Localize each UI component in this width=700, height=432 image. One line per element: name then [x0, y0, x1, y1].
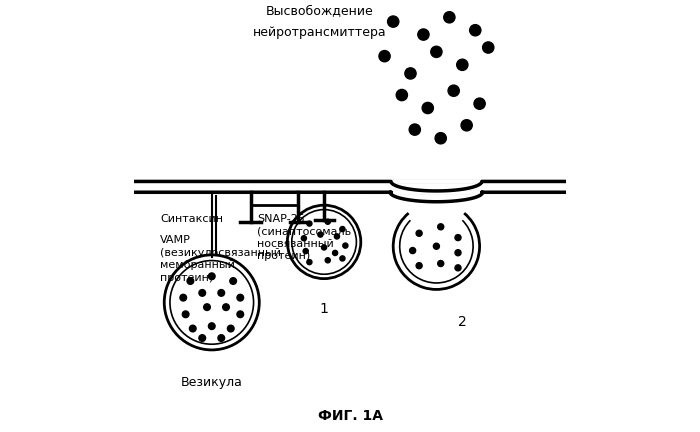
Circle shape [448, 85, 459, 96]
Text: нейротрансмиттера: нейротрансмиттера [253, 26, 386, 39]
Circle shape [340, 256, 345, 261]
Circle shape [410, 248, 416, 254]
Text: SNAP-25
(синаптосомаль
носвязанный
протеин): SNAP-25 (синаптосомаль носвязанный проте… [257, 214, 351, 261]
Circle shape [321, 245, 327, 250]
Circle shape [405, 68, 416, 79]
Circle shape [218, 289, 225, 296]
Text: VAMP
(везикулосвязанный
мембранный
протеин): VAMP (везикулосвязанный мембранный проте… [160, 235, 281, 283]
Circle shape [379, 51, 390, 62]
Circle shape [218, 335, 225, 341]
Circle shape [343, 243, 348, 248]
Circle shape [301, 236, 307, 241]
Circle shape [410, 124, 421, 135]
Circle shape [318, 232, 323, 237]
Circle shape [303, 248, 308, 254]
Circle shape [438, 224, 444, 230]
Circle shape [335, 234, 339, 239]
Circle shape [209, 323, 215, 330]
Circle shape [204, 304, 210, 311]
Circle shape [237, 311, 244, 318]
Circle shape [474, 98, 485, 109]
Bar [283, 141, 365, 193]
Circle shape [228, 325, 234, 332]
Circle shape [199, 335, 206, 341]
Circle shape [307, 260, 312, 265]
Circle shape [435, 133, 447, 144]
Circle shape [307, 221, 312, 226]
Circle shape [416, 263, 422, 269]
Circle shape [199, 289, 206, 296]
Text: Высвобождение: Высвобождение [266, 4, 374, 17]
Circle shape [187, 278, 194, 284]
Circle shape [416, 230, 422, 236]
Circle shape [164, 255, 259, 350]
Text: Везикула: Везикула [181, 376, 243, 389]
Circle shape [455, 235, 461, 241]
Circle shape [182, 311, 189, 318]
Circle shape [209, 273, 215, 280]
Circle shape [444, 12, 455, 23]
Circle shape [326, 258, 330, 263]
Circle shape [455, 250, 461, 256]
Circle shape [422, 102, 433, 114]
Circle shape [180, 294, 187, 301]
Text: ФИГ. 1А: ФИГ. 1А [318, 410, 382, 423]
Circle shape [237, 294, 244, 301]
Circle shape [482, 42, 494, 53]
Wedge shape [393, 213, 480, 289]
Circle shape [340, 226, 345, 232]
Circle shape [433, 243, 440, 249]
Circle shape [461, 120, 472, 131]
Circle shape [388, 16, 399, 27]
Circle shape [396, 89, 407, 101]
Circle shape [438, 260, 444, 267]
Circle shape [326, 219, 330, 224]
Circle shape [230, 278, 237, 284]
Circle shape [455, 265, 461, 271]
Circle shape [456, 59, 468, 70]
Circle shape [430, 46, 442, 57]
Text: Синтаксин: Синтаксин [160, 214, 223, 224]
Text: 1: 1 [320, 302, 328, 316]
Circle shape [288, 205, 360, 279]
Circle shape [418, 29, 429, 40]
Circle shape [190, 325, 196, 332]
Circle shape [223, 304, 230, 311]
Text: 2: 2 [458, 315, 467, 329]
Circle shape [470, 25, 481, 36]
Circle shape [332, 251, 337, 255]
